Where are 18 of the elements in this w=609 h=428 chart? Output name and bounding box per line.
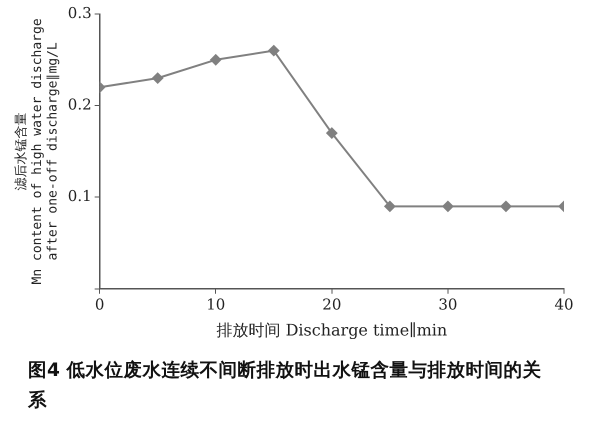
caption: 图4 低水位废水连续不间断排放时出水锰含量与排放时间的关系 (28, 359, 542, 413)
point (152, 72, 164, 84)
point (384, 200, 396, 212)
point (268, 45, 280, 56)
point (326, 128, 338, 139)
y-tick-label: 0.2 (68, 95, 92, 114)
y-tick-label: 0.3 (68, 4, 92, 22)
y-axis-title: 滤后水锰含量 Mn content of high water discharge after one-off discharge∥mg/L (14, 18, 60, 284)
point (442, 200, 454, 212)
x-tick-label: 20 (322, 296, 342, 314)
x-tick-label: 30 (438, 296, 458, 314)
point (500, 200, 512, 212)
y-tick-label: 0.1 (68, 187, 92, 206)
point (210, 54, 222, 66)
x-tick-label: 40 (554, 296, 574, 314)
x-tick-label: 10 (206, 296, 226, 314)
x-tick-label: 0 (94, 296, 104, 314)
x-axis-title: 排放时间 Discharge time∥min (216, 320, 448, 340)
